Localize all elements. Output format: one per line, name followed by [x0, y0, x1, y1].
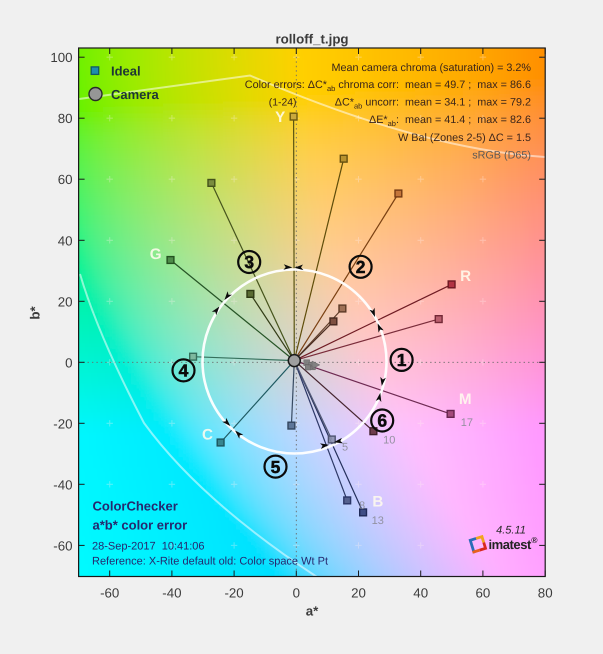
svg-text:20: 20: [351, 585, 366, 600]
svg-text:-40: -40: [162, 585, 181, 600]
svg-text:Reference: X-Rite default old:: Reference: X-Rite default old: Color spa…: [92, 556, 328, 568]
svg-text:a*b* color error: a*b* color error: [93, 517, 188, 532]
svg-text:0: 0: [65, 355, 72, 370]
svg-text:®: ®: [531, 535, 538, 545]
svg-text:ΔC*ab uncorr: mean = 34.1 ;: ΔC*ab uncorr: mean = 34.1 ; max = 79.2: [335, 97, 531, 111]
svg-text:40: 40: [58, 233, 73, 248]
svg-text:a*: a*: [306, 604, 319, 619]
svg-text:8: 8: [359, 500, 365, 512]
svg-text:17: 17: [461, 417, 473, 429]
svg-text:Camera: Camera: [111, 87, 159, 102]
svg-text:ColorChecker: ColorChecker: [93, 499, 178, 514]
svg-text:40: 40: [413, 585, 428, 600]
svg-text:80: 80: [538, 585, 553, 600]
svg-text:b*: b*: [28, 306, 43, 320]
svg-text:5: 5: [342, 442, 348, 454]
svg-text:20: 20: [58, 294, 73, 309]
svg-text:-20: -20: [224, 585, 243, 600]
svg-text:rolloff_t.jpg: rolloff_t.jpg: [275, 32, 348, 47]
svg-text:80: 80: [58, 111, 73, 126]
svg-text:-60: -60: [53, 538, 72, 553]
svg-text:13: 13: [372, 515, 384, 527]
svg-text:imatest: imatest: [489, 537, 532, 552]
svg-text:G: G: [150, 246, 162, 263]
svg-text:1: 1: [397, 350, 407, 370]
svg-text:4: 4: [179, 361, 189, 381]
svg-text:100: 100: [50, 50, 72, 65]
svg-text:2: 2: [356, 257, 366, 277]
svg-text:sRGB (D65): sRGB (D65): [472, 150, 531, 162]
svg-text:Color errors: ΔC*ab chroma cor: Color errors: ΔC*ab chroma corr: mean = …: [245, 79, 531, 93]
svg-text:R: R: [460, 268, 471, 285]
svg-text:0: 0: [293, 585, 300, 600]
svg-text:M: M: [459, 391, 472, 408]
svg-text:Ideal: Ideal: [111, 64, 141, 79]
svg-text:6: 6: [377, 411, 387, 431]
svg-text:-20: -20: [53, 416, 72, 431]
svg-text:Y: Y: [275, 109, 285, 126]
svg-text:B: B: [372, 494, 383, 511]
svg-text:60: 60: [58, 172, 73, 187]
svg-text:-40: -40: [53, 477, 72, 492]
svg-text:4.5.11: 4.5.11: [496, 525, 526, 537]
svg-text:(1-24): (1-24): [269, 97, 297, 108]
svg-text:ΔE*ab: mean = 41.4 ; max = 8: ΔE*ab: mean = 41.4 ; max = 82.6: [369, 114, 531, 128]
svg-text:W Bal (Zones 2-5) ΔC = 1.5: W Bal (Zones 2-5) ΔC = 1.5: [398, 132, 531, 144]
svg-text:-60: -60: [100, 585, 119, 600]
svg-text:10: 10: [383, 435, 395, 447]
svg-text:60: 60: [476, 585, 491, 600]
svg-text:C: C: [202, 426, 213, 443]
svg-text:Mean camera chroma (saturation: Mean camera chroma (saturation) = 3.2%: [331, 62, 531, 74]
svg-text:28-Sep-2017 10:41:06: 28-Sep-2017 10:41:06: [92, 540, 205, 552]
svg-text:3: 3: [244, 252, 254, 272]
svg-text:5: 5: [271, 457, 281, 477]
